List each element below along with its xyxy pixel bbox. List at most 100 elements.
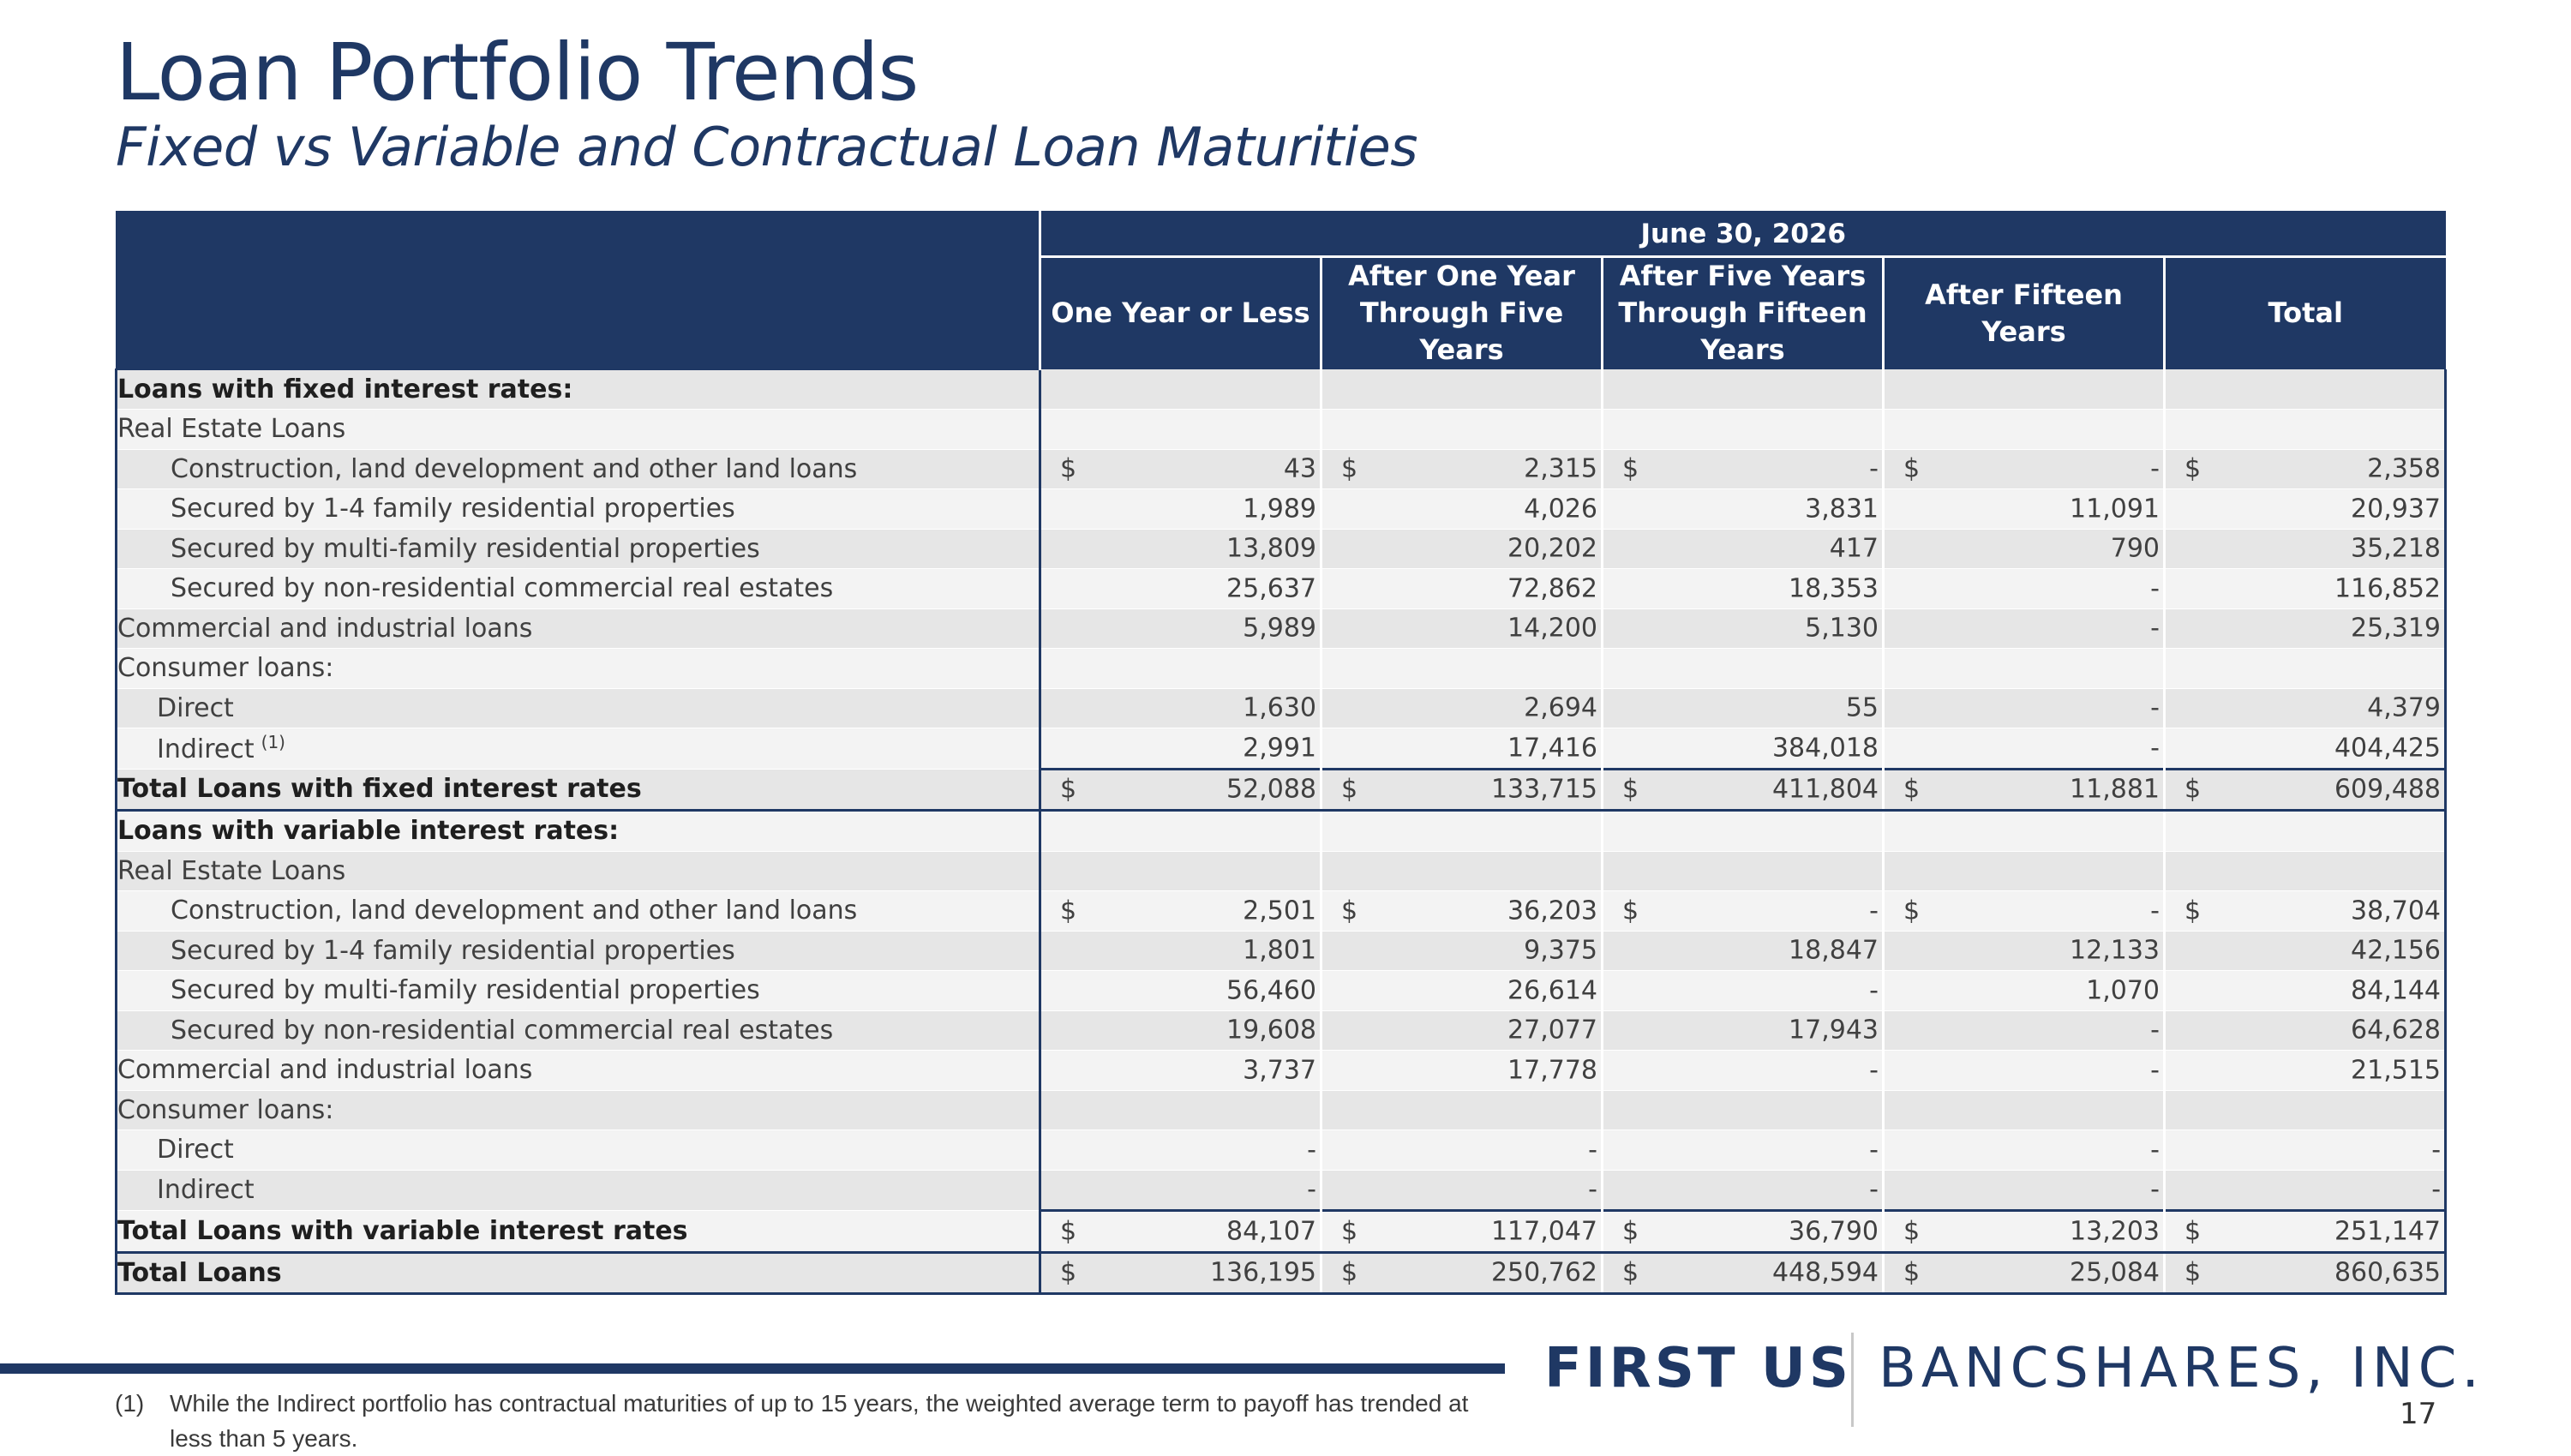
cell-value: 13,809 (1226, 533, 1316, 564)
row-label: Consumer loans: (115, 648, 1041, 689)
dollar-sign: $ (1341, 896, 1358, 926)
table-row: Indirect - - - - - (115, 1170, 2448, 1212)
table-row: Commercial and industrial loans 5,989 14,2… (115, 608, 2448, 650)
cell-value: 3,831 (1805, 494, 1879, 524)
row-label: Total Loans (115, 1252, 1041, 1296)
cell-value: - (1588, 1135, 1597, 1165)
cell-value: - (2150, 1015, 2160, 1046)
value-cell: 14,200 (1321, 608, 1603, 650)
value-cell: $133,715 (1321, 767, 1603, 812)
cell-value: - (2150, 896, 2160, 926)
value-cell: 27,077 (1321, 1010, 1603, 1052)
row-label-text: Secured by multi-family residential prop… (171, 533, 760, 564)
cell-value: - (2150, 692, 2160, 723)
value-cell: 1,630 (1040, 688, 1322, 729)
table-row: Direct 1,630 2,694 55 - 4,379 (115, 688, 2448, 729)
value-cell: - (2164, 1170, 2448, 1212)
value-cell: - (1883, 568, 2166, 609)
value-cell: $84,107 (1040, 1209, 1322, 1254)
cell-value: - (2150, 733, 2160, 764)
brand-logo-first-us: FIRST US (1544, 1337, 1852, 1400)
value-cell (1321, 851, 1603, 892)
row-label: Commercial and industrial loans (115, 1050, 1041, 1091)
cell-value: 136,195 (1209, 1257, 1316, 1288)
value-cell: - (2164, 1129, 2448, 1171)
dollar-sign: $ (1060, 1257, 1077, 1288)
table-row: Loans with fixed interest rates: (115, 368, 2448, 410)
cell-value: 38,704 (2351, 896, 2442, 926)
dollar-sign: $ (1060, 453, 1077, 484)
cell-value: 2,694 (1524, 692, 1597, 723)
column-header-five-to-fifteen-years: After Five Years Through Fifteen Years (1601, 256, 1884, 369)
value-cell: 11,091 (1883, 488, 2166, 530)
dollar-sign: $ (1622, 774, 1639, 805)
value-cell: 1,801 (1040, 931, 1322, 972)
row-label-text: Indirect (157, 1175, 255, 1206)
row-label-text: Total Loans with fixed interest rates (117, 774, 642, 805)
cell-value: 5,989 (1243, 613, 1316, 644)
value-cell: 84,144 (2164, 970, 2448, 1011)
cell-value: 84,144 (2351, 975, 2442, 1006)
dollar-sign: $ (1903, 453, 1921, 484)
value-cell: $251,147 (2164, 1209, 2448, 1254)
value-cell: 55 (1602, 688, 1885, 729)
row-label-text: Loans with fixed interest rates: (117, 374, 573, 404)
row-label: Secured by 1-4 family residential proper… (115, 931, 1041, 972)
cell-value: - (1869, 453, 1879, 484)
value-cell: - (1883, 1010, 2166, 1052)
footer-rule (0, 1363, 1505, 1374)
value-cell (1321, 368, 1603, 410)
cell-value: 11,881 (2070, 774, 2160, 805)
table-row: Total Loans with fixed interest rates $52… (115, 767, 2448, 812)
value-cell (1883, 1090, 2166, 1131)
cell-value: 26,614 (1507, 975, 1597, 1006)
value-cell: 384,018 (1602, 728, 1885, 770)
footnote-reference: (1) (261, 732, 285, 753)
cell-value: 19,608 (1226, 1015, 1316, 1046)
row-label: Loans with fixed interest rates: (115, 368, 1041, 410)
row-label-text: Direct (157, 692, 234, 723)
row-label-text: Total Loans with variable interest rates (117, 1215, 688, 1246)
table-row: Secured by 1-4 family residential proper… (115, 488, 2448, 530)
brand-logo-bancshares: BANCSHARES, INC. (1879, 1337, 2484, 1400)
cell-value: 2,315 (1524, 453, 1597, 484)
row-label-text: Real Estate Loans (117, 855, 346, 886)
cell-value: 55 (1845, 692, 1879, 723)
row-label-text: Real Estate Loans (117, 414, 346, 445)
dollar-sign: $ (1060, 1216, 1077, 1247)
table-row: Loans with variable interest rates: (115, 810, 2448, 852)
row-label: Secured by non-residential commercial re… (115, 568, 1041, 609)
value-cell: - (1602, 970, 1885, 1011)
value-cell: - (1883, 728, 2166, 770)
value-cell: - (1040, 1129, 1322, 1171)
dollar-sign: $ (1060, 896, 1077, 926)
dollar-sign: $ (1341, 1257, 1358, 1288)
value-cell: $ - (1883, 449, 2166, 490)
value-cell (1602, 368, 1885, 410)
value-cell: 13,809 (1040, 529, 1322, 570)
value-cell: - (1602, 1129, 1885, 1171)
value-cell: 42,156 (2164, 931, 2448, 972)
footnote: (1) While the Indirect portfolio has con… (115, 1387, 1503, 1456)
cell-value: 17,416 (1507, 733, 1597, 764)
value-cell: 9,375 (1321, 931, 1603, 972)
dollar-sign: $ (1341, 453, 1358, 484)
cell-value: 43 (1283, 453, 1316, 484)
value-cell (2164, 1090, 2448, 1131)
value-cell: 20,202 (1321, 529, 1603, 570)
table-row: Secured by 1-4 family residential proper… (115, 931, 2448, 972)
cell-value: 9,375 (1524, 935, 1597, 966)
row-label-text: Direct (157, 1135, 234, 1165)
value-cell (1602, 810, 1885, 852)
value-cell: $448,594 (1602, 1250, 1885, 1296)
table-row: Secured by non-residential commercial re… (115, 568, 2448, 609)
dollar-sign: $ (1622, 453, 1639, 484)
cell-value: 417 (1829, 533, 1879, 564)
cell-value: 18,847 (1789, 935, 1879, 966)
cell-value: 116,852 (2334, 573, 2442, 604)
cell-value: 11,091 (2070, 494, 2160, 524)
row-label: Direct (115, 1129, 1041, 1171)
cell-value: 404,425 (2334, 733, 2442, 764)
value-cell: 1,989 (1040, 488, 1322, 530)
cell-value: 448,594 (1771, 1257, 1879, 1288)
